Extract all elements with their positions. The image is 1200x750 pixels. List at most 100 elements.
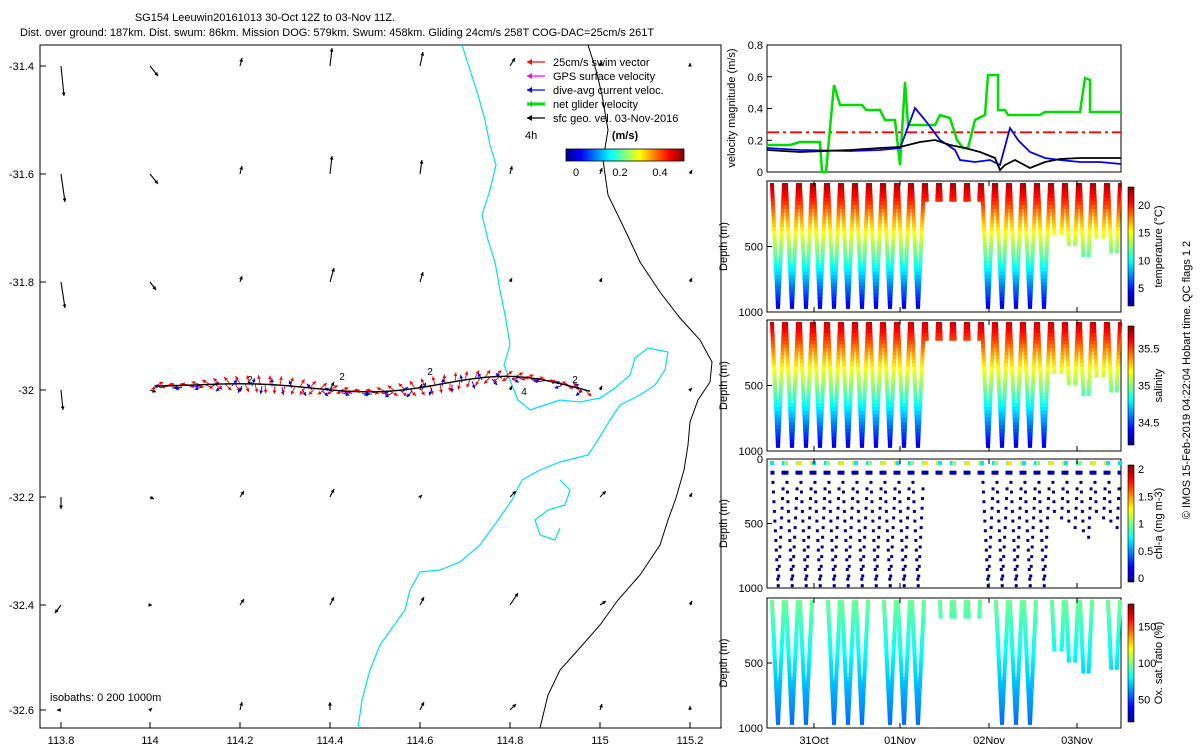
profile-sample <box>1012 282 1017 287</box>
profile-sample <box>826 607 831 612</box>
profile-sample <box>849 238 854 243</box>
profile-sample <box>886 278 891 283</box>
profile-sample <box>1038 366 1043 371</box>
profile-sample <box>792 545 796 549</box>
profile-sample <box>837 487 841 491</box>
profile-sample <box>1024 366 1029 371</box>
profile-sample <box>907 610 912 615</box>
profile-sample <box>1117 197 1122 202</box>
profile-sample <box>786 658 791 663</box>
profile-sample <box>787 673 792 678</box>
profile-sample <box>827 640 832 645</box>
velocity-arrow-head <box>598 62 603 66</box>
profile-sample <box>885 260 890 265</box>
profile-sample <box>906 344 911 349</box>
profile-sample <box>882 340 887 345</box>
profile-sample <box>1089 603 1094 608</box>
profile-sample <box>1000 717 1005 722</box>
profile-sample <box>893 194 898 199</box>
profile-sample <box>905 643 910 648</box>
profile-sample <box>774 271 779 276</box>
profile-sample <box>790 286 795 291</box>
profile-sample <box>980 201 985 206</box>
profile-sample <box>914 271 919 276</box>
profile-sample <box>890 392 895 397</box>
profile-sample <box>1116 219 1121 224</box>
profile-sample <box>1107 212 1112 217</box>
profile-sample <box>918 256 923 261</box>
profile-sample <box>1028 429 1033 434</box>
profile-sample <box>781 614 786 619</box>
profile-sample <box>1092 197 1097 202</box>
profile-sample <box>1028 301 1033 306</box>
profile-sample <box>1087 234 1092 239</box>
profile-sample <box>873 567 877 571</box>
profile-sample <box>827 351 832 356</box>
profile-sample <box>897 223 902 228</box>
profile-sample <box>808 212 813 217</box>
profile-sample <box>920 629 925 634</box>
profile-sample <box>906 636 911 641</box>
profile-sample <box>854 600 858 604</box>
profile-sample <box>781 603 786 608</box>
profile-sample <box>995 632 1000 637</box>
profile-sample <box>1052 230 1057 235</box>
profile-sample <box>1031 234 1036 239</box>
profile-sample <box>1107 205 1112 210</box>
profile-y-tick-label: 500 <box>745 381 763 393</box>
profile-sample <box>832 286 837 291</box>
profile-sample <box>865 470 870 475</box>
profile-sample <box>778 399 783 404</box>
profile-sample <box>913 392 918 397</box>
profile-sample <box>850 636 855 641</box>
profile-sample <box>913 665 918 670</box>
profile-sample <box>843 519 847 523</box>
profile-sample <box>862 555 866 559</box>
profile-sample <box>1074 355 1079 360</box>
profile-sample <box>1079 219 1084 224</box>
profile-sample <box>1094 230 1099 235</box>
profile-sample <box>892 344 897 349</box>
profile-sample <box>793 234 798 239</box>
profile-sample <box>840 340 845 345</box>
profile-sample <box>871 384 876 389</box>
profile-sample <box>826 610 831 615</box>
profile-sample <box>865 325 870 330</box>
profile-sample <box>792 388 797 393</box>
profile-sample <box>905 647 910 652</box>
profile-sample <box>907 190 912 195</box>
profile-sample <box>1118 461 1122 465</box>
profile-sample <box>1015 564 1019 568</box>
velocity-arrow-head <box>599 168 603 172</box>
track-day-label: 2 <box>427 367 433 378</box>
profile-sample <box>856 647 861 652</box>
profile-sample <box>1066 509 1070 513</box>
profile-sample <box>890 403 895 408</box>
profile-sample <box>787 392 792 397</box>
profile-sample <box>1046 212 1051 217</box>
profile-sample <box>987 275 992 280</box>
profile-sample <box>1015 684 1020 689</box>
profile-sample <box>1064 186 1069 191</box>
profile-sample <box>850 223 855 228</box>
profile-sample <box>952 614 957 619</box>
profile-sample <box>897 208 902 213</box>
profile-sample <box>788 548 792 552</box>
profile-sample <box>862 403 867 408</box>
profile-sample <box>847 698 852 703</box>
profile-sample <box>998 421 1003 426</box>
profile-sample <box>794 629 799 634</box>
profile-sample <box>883 490 887 494</box>
profile-sample <box>1047 325 1052 330</box>
profile-sample <box>1001 698 1006 703</box>
profile-sample <box>917 421 922 426</box>
profile-sample <box>1010 230 1015 235</box>
profile-sample <box>1074 636 1079 641</box>
profile-sample <box>988 384 993 389</box>
profile-sample <box>1000 709 1005 714</box>
profile-sample <box>1046 362 1051 367</box>
velocity-arrow-head <box>478 372 482 377</box>
profile-sample <box>784 600 788 604</box>
profile-sample <box>1015 691 1020 696</box>
profile-sample <box>891 526 895 530</box>
